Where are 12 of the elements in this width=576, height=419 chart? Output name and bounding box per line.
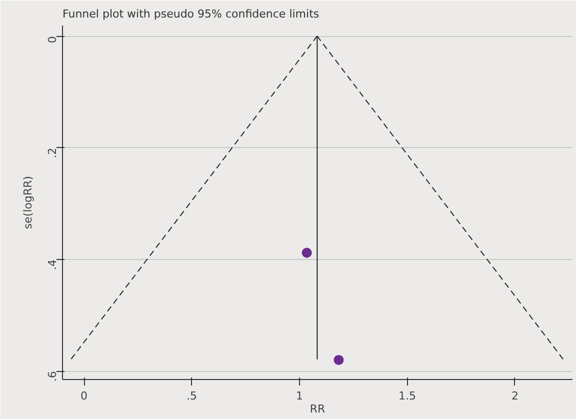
x-tick-label: 2 (511, 390, 518, 402)
y-tick-label: .6 (46, 371, 59, 382)
x-tick-label: 1.5 (398, 390, 416, 402)
x-tick-label: 1 (296, 390, 304, 402)
x-tick-label: 0 (80, 390, 88, 402)
y-tick-label: .2 (46, 148, 59, 158)
y-axis-title: se(logRR) (22, 176, 34, 230)
y-tick-label: .4 (46, 259, 59, 270)
chart-title: Funnel plot with pseudo 95% confidence limits (62, 8, 320, 20)
x-axis-title: RR (310, 402, 326, 416)
y-tick-label: 0 (46, 36, 59, 44)
x-tick-label: .5 (186, 390, 198, 402)
